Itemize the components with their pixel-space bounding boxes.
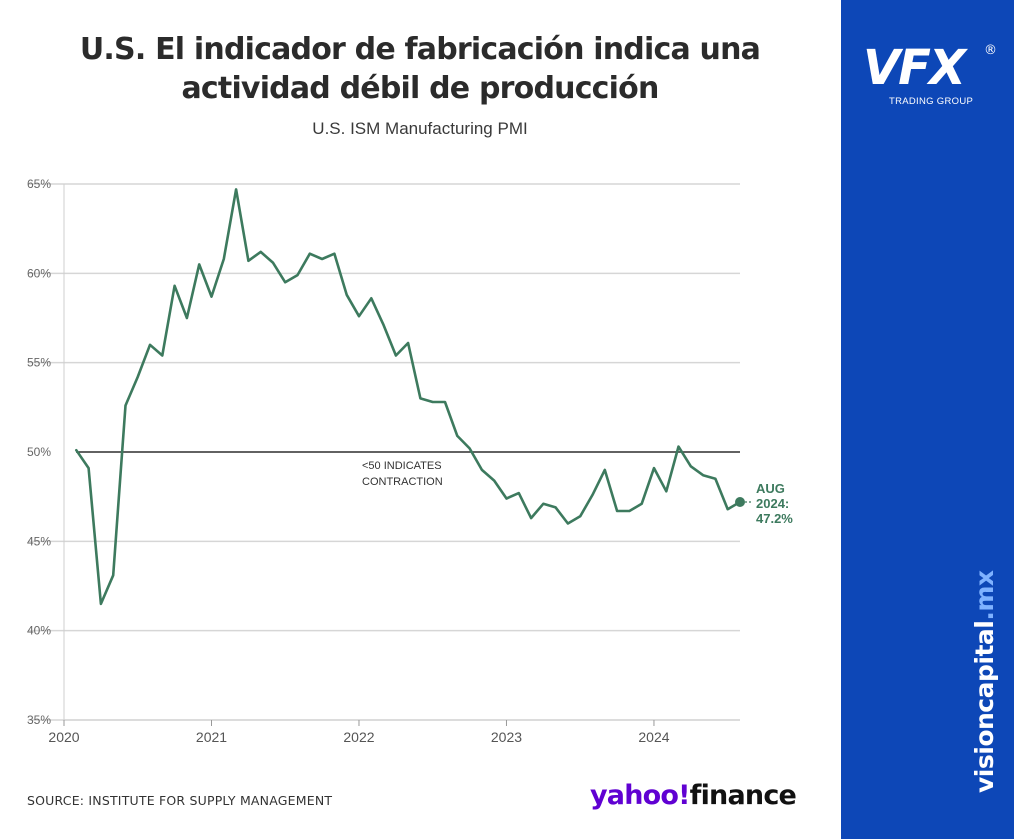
brand-sidebar: VFX ® TRADING GROUP visioncapital.mx (841, 0, 1014, 839)
vfx-logo: VFX (863, 40, 966, 96)
x-tick-label: 2024 (638, 729, 669, 745)
y-tick-label: 40% (27, 624, 51, 638)
yahoo-logo-part: yahoo (590, 780, 679, 811)
finance-logo-part: finance (689, 780, 797, 811)
source-note: SOURCE: INSTITUTE FOR SUPPLY MANAGEMENT (27, 793, 333, 808)
pmi-line-chart: 35% 40% 45% 50% 55% 60% 65% 2020 2021 2022 2023 202… (27, 177, 793, 745)
x-tick-label: 2021 (196, 729, 227, 745)
reference-line-label: CONTRACTION (362, 476, 443, 488)
x-tick-label: 2020 (48, 729, 79, 745)
site-url: visioncapital.mx (970, 570, 999, 793)
chart-title: U.S. ISM Manufacturing PMI (312, 119, 528, 138)
site-url-main: visioncapital (970, 620, 999, 793)
y-tick-label: 45% (27, 534, 51, 548)
end-value-label: AUG (756, 481, 785, 496)
main-title-line-1: U.S. El indicador de fabricación indica … (79, 32, 761, 67)
last-point-marker (735, 497, 745, 508)
end-value-label: 2024: (756, 496, 789, 511)
main-title: U.S. El indicador de fabricación indica … (40, 30, 800, 108)
yahoo-logo-slash: ! (678, 780, 690, 811)
y-tick-label: 65% (27, 177, 51, 191)
reference-line-label: <50 INDICATES (362, 460, 442, 472)
y-tick-label: 60% (27, 266, 51, 280)
site-url-tld: .mx (970, 570, 999, 621)
yahoo-finance-logo: yahoo!finance (590, 780, 797, 811)
x-tick-label: 2022 (343, 729, 374, 745)
end-value-label: 47.2% (756, 511, 793, 526)
vfx-subtitle: TRADING GROUP (889, 96, 974, 107)
pmi-series-line (75, 188, 742, 606)
registered-mark: ® (984, 43, 997, 58)
y-tick-label: 55% (27, 356, 51, 370)
x-tick-label: 2023 (491, 729, 522, 745)
y-tick-label: 50% (27, 445, 51, 459)
y-tick-label: 35% (27, 713, 51, 727)
main-title-line-2: actividad débil de producción (181, 71, 659, 106)
